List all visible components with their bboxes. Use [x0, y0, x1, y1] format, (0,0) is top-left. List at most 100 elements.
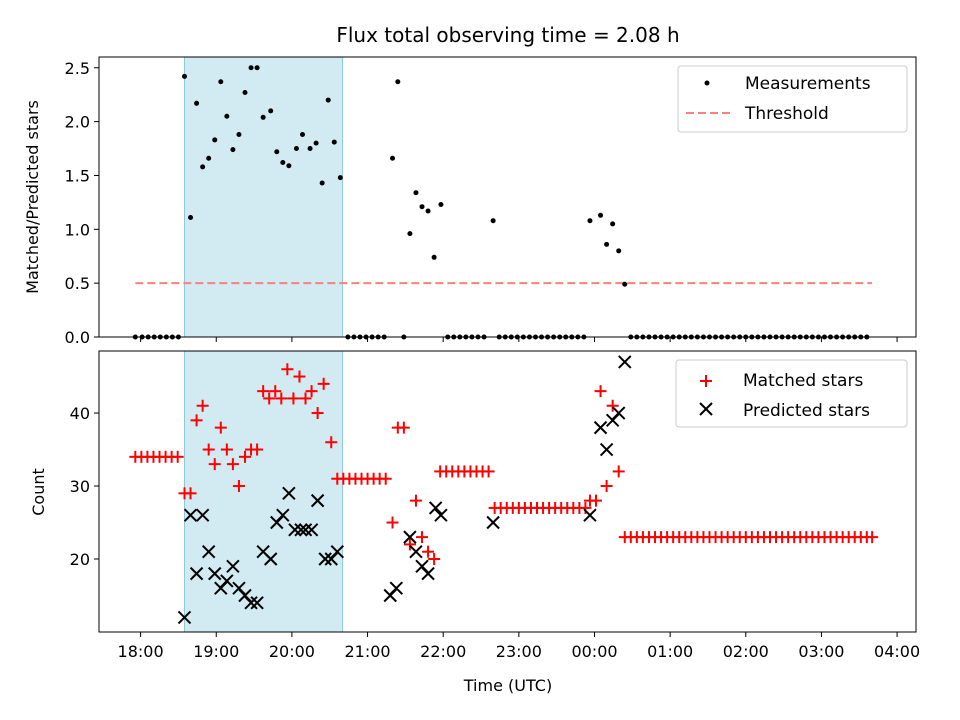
measurement-point: [188, 214, 194, 220]
matched-star-point: [281, 363, 294, 376]
matched-star-point: [257, 385, 270, 398]
measurement-point: [307, 146, 313, 152]
measurement-point: [313, 140, 319, 146]
matched-star-point: [311, 407, 324, 420]
matched-star-point: [403, 538, 416, 551]
matched-star-point: [428, 553, 441, 566]
top-shaded-region: [183, 56, 344, 338]
x-tick-label: 01:00: [647, 642, 693, 661]
x-tick-label: 19:00: [193, 642, 239, 661]
predicted-star-point: [389, 581, 404, 595]
legend-measurements-label: Measurements: [745, 74, 871, 94]
matched-star-point: [202, 443, 215, 456]
predicted-star-point: [282, 486, 296, 501]
legend-matched-marker: [700, 375, 712, 387]
x-tick-label: 03:00: [798, 642, 844, 661]
predicted-star-point: [318, 552, 332, 566]
matched-star-point: [251, 443, 264, 456]
top-y-axis-label: Matched/Predicted stars: [23, 100, 42, 294]
top-y-tick-label: 0.5: [65, 274, 90, 293]
measurement-point: [254, 65, 260, 71]
x-tick-label: 20:00: [269, 642, 315, 661]
top-y-tick-label: 1.0: [65, 220, 90, 239]
matched-star-point: [482, 465, 495, 478]
measurement-point: [268, 108, 274, 114]
bottom-y-axis-label: Count: [29, 468, 48, 516]
bottom-y-tick-label: 30: [70, 477, 90, 496]
matched-star-point: [606, 399, 619, 412]
predicted-star-point: [421, 566, 435, 581]
measurement-point: [331, 139, 337, 145]
top-y-tick-label: 2.5: [65, 59, 90, 78]
measurement-point: [236, 132, 242, 138]
measurement-point: [299, 132, 305, 138]
matched-star-point: [397, 421, 410, 434]
measurement-point: [181, 73, 187, 79]
predicted-star-point: [220, 574, 234, 588]
matched-star-point: [190, 414, 203, 427]
predicted-star-point: [195, 508, 210, 522]
legend-matched-label: Matched stars: [743, 371, 863, 391]
measurement-point: [260, 114, 266, 120]
top-legend: Measurements Threshold: [677, 65, 908, 133]
top-y-tick-label: 0.0: [65, 328, 90, 347]
matched-star-point: [317, 377, 330, 390]
measurement-point: [230, 147, 236, 153]
matched-star-point: [269, 385, 282, 398]
measurement-point: [212, 137, 218, 143]
matched-star-point: [214, 421, 227, 434]
matched-star-point: [287, 392, 300, 405]
predicted-star-point: [183, 508, 198, 522]
matched-star-point: [232, 480, 245, 493]
matched-star-point: [239, 450, 252, 463]
measurement-point: [242, 90, 248, 96]
measurement-point: [293, 146, 299, 152]
measurement-point: [438, 202, 444, 208]
predicted-star-point: [208, 566, 222, 581]
matched-star-point: [590, 494, 603, 507]
top-y-tick-label: 2.0: [65, 113, 90, 132]
measurement-point: [413, 190, 419, 196]
measurement-point: [200, 164, 206, 170]
matched-star-point: [220, 443, 233, 456]
bottom-plot-frame: [98, 350, 917, 633]
x-tick-label: 02:00: [723, 642, 769, 661]
measurement-point: [622, 281, 628, 287]
predicted-star-point: [226, 559, 240, 574]
measurement-point: [604, 241, 610, 247]
legend-predicted-label: Predicted stars: [743, 401, 870, 421]
measurement-point: [395, 79, 401, 85]
x-tick-label: 23:00: [496, 642, 542, 661]
measurement-point: [390, 155, 396, 161]
measurement-point: [319, 180, 325, 186]
predicted-star-point: [403, 530, 417, 544]
measurement-point: [587, 218, 593, 224]
predicted-star-point: [434, 508, 448, 522]
x-tick-label: 00:00: [571, 642, 617, 661]
matched-star-point: [866, 531, 879, 544]
predicted-star-point: [486, 515, 500, 530]
matched-star-point: [305, 385, 318, 398]
predicted-star-point: [409, 545, 423, 559]
measurement-point: [616, 248, 622, 254]
matched-star-point: [226, 458, 239, 471]
matched-star-point: [600, 480, 613, 493]
matched-star-point: [275, 392, 288, 405]
predicted-star-point: [330, 545, 344, 559]
measurement-point: [224, 113, 230, 119]
matched-star-point: [184, 487, 197, 500]
top-plot-frame: [98, 56, 917, 338]
measurement-point: [610, 221, 616, 227]
measurement-point: [206, 155, 212, 161]
predicted-star-point: [618, 355, 632, 369]
matched-star-point: [171, 450, 184, 463]
legend-threshold-label: Threshold: [744, 104, 829, 124]
matched-star-point: [409, 494, 422, 507]
x-tick-label: 04:00: [874, 642, 920, 661]
bottom-y-tick-label: 20: [70, 550, 90, 569]
predicted-star-point: [304, 523, 319, 537]
measurement-point: [425, 208, 431, 214]
measurement-point: [248, 65, 254, 71]
measurement-point: [286, 163, 292, 169]
